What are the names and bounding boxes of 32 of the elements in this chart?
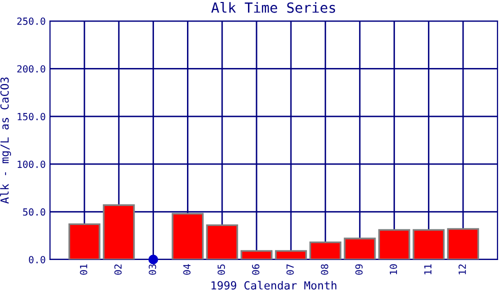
x-axis-title: 1999 Calendar Month (212, 280, 336, 290)
bar (344, 238, 376, 260)
x-tick-label: 07 (286, 264, 294, 275)
x-tick-label: 02 (114, 264, 122, 275)
x-tick-label: 09 (355, 264, 363, 275)
bar (172, 212, 204, 260)
x-tick-label: 03 (148, 264, 156, 275)
y-tick-label: 150.0 (18, 112, 46, 120)
x-tick-label: 12 (458, 264, 466, 274)
y-axis-title: Alk - mg/L as CaCO3 (0, 78, 12, 204)
bar (102, 204, 135, 260)
chart-title: Alk Time Series (211, 2, 336, 13)
x-tick-label: 05 (218, 264, 225, 275)
x-tick-label: 08 (320, 264, 328, 275)
x-tick-label: 10 (390, 264, 398, 274)
y-tick-label: 200.0 (17, 65, 46, 73)
bar (447, 228, 480, 260)
bar (309, 241, 342, 260)
y-tick-label: 50.0 (23, 208, 46, 216)
y-tick-label: 100.0 (18, 160, 46, 168)
bar (68, 223, 100, 260)
y-tick-label: 250.0 (17, 18, 46, 25)
x-tick-label: 06 (252, 264, 260, 275)
x-tick-label: 04 (183, 264, 191, 275)
y-tick-label: 0.0 (28, 256, 46, 264)
bar (206, 224, 238, 260)
x-tick-label: 11 (424, 264, 432, 274)
bar (240, 250, 273, 260)
bar (378, 229, 410, 260)
x-tick-label: 01 (80, 264, 88, 275)
bar (412, 229, 445, 260)
bar (274, 250, 307, 260)
